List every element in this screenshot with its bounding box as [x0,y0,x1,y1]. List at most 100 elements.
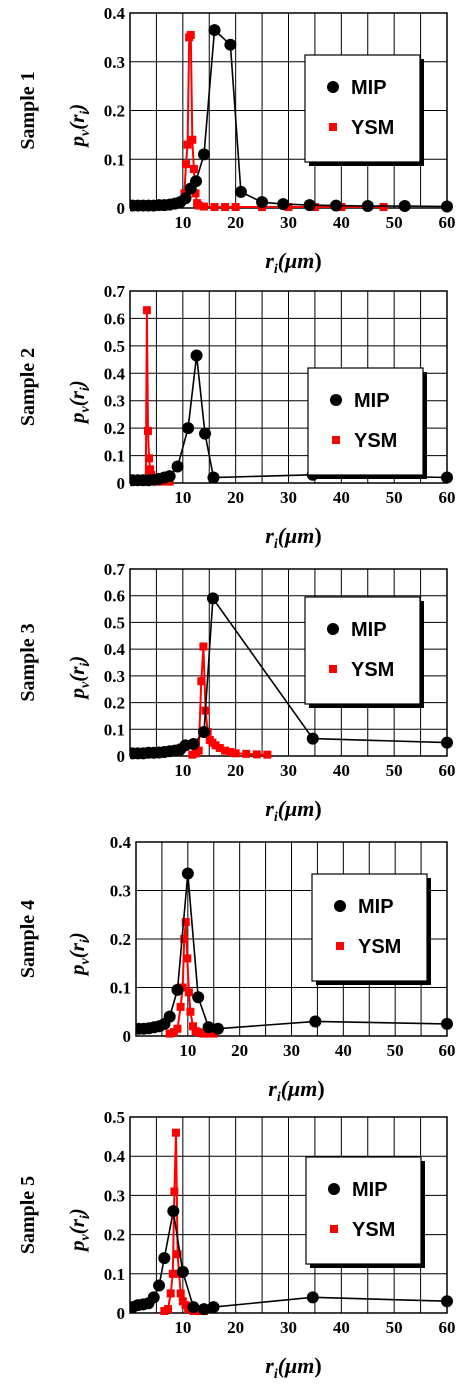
y-tick-label: 0.7 [104,282,126,301]
data-point [171,1128,180,1137]
legend-marker-mip [328,1183,340,1195]
x-tick-label: 50 [387,1041,404,1060]
data-point [231,203,240,212]
x-tick-label: 30 [280,488,297,507]
data-point [176,1265,189,1278]
y-tick-label: 0.6 [104,309,125,328]
x-tick-label: 50 [386,1318,403,1337]
sample-label: Sample 5 [17,1176,39,1254]
data-point [142,306,151,315]
legend: MIP YSM [311,873,431,985]
legend-label-mip: MIP [354,390,390,412]
legend-marker-ysm [336,942,344,950]
x-tick-label: 60 [439,213,456,232]
data-point [171,460,184,473]
legend: MIP YSM [304,54,424,166]
x-tick-label: 50 [386,761,403,780]
data-point [173,1024,182,1033]
data-point [170,1187,179,1196]
legend-label-ysm: YSM [351,117,394,139]
chart-sample-2: 0 0.1 0.2 0.3 0.4 0.5 0.6 0.7 10 20 30 40 50 60 Sample… [17,282,456,552]
data-point [187,737,200,750]
legend: MIP YSM [305,1156,425,1268]
x-axis-label: ri(μm) [265,796,321,825]
x-tick-label: 40 [333,761,350,780]
data-point [194,201,203,210]
data-point [361,200,374,213]
data-point [188,135,197,144]
x-tick-label: 40 [333,488,350,507]
data-point [306,1291,319,1304]
data-point [173,1250,182,1259]
data-point [182,160,191,169]
data-point [242,749,251,758]
data-point [163,470,176,483]
data-point [186,30,195,39]
y-axis-label: pv(ri) [65,1208,93,1253]
data-point [181,918,190,927]
y-tick-label: 0.1 [110,979,131,998]
y-tick-label: 0.3 [104,392,125,411]
data-point [441,471,453,484]
y-tick-label: 0.4 [104,364,126,383]
series-mip [130,1205,453,1316]
x-tick-label: 50 [386,213,403,232]
x-tick-label: 10 [174,488,191,507]
sample-label: Sample 3 [17,623,39,701]
x-axis-label: ri(μm) [265,248,321,276]
legend-marker-ysm [332,436,340,444]
series-mip [136,867,453,1035]
data-point [231,749,240,758]
y-tick-label: 0.4 [104,1147,126,1166]
legend-label-mip: MIP [351,77,387,99]
data-point [441,736,453,749]
y-tick-label: 0.1 [104,150,125,169]
data-point [211,1022,224,1035]
data-point [309,1015,322,1028]
y-tick-label: 0.2 [104,694,125,713]
data-point [192,991,205,1004]
data-point [224,38,237,51]
data-point [215,743,224,752]
series-ysm [165,918,218,1038]
data-point [183,140,192,149]
y-tick-label: 0 [117,199,126,218]
y-axis-label: pv(ri) [65,656,93,701]
data-point [441,1017,453,1030]
plot-frame [129,1116,448,1314]
data-point [145,454,154,463]
legend: MIP YSM [304,596,424,708]
data-point [210,203,219,212]
data-point [180,935,189,943]
plot-frame [129,568,448,757]
data-point [277,198,290,211]
data-point [256,196,269,209]
data-point [167,1205,180,1218]
legend-label-ysm: YSM [358,936,401,958]
legend-label-mip: MIP [358,896,394,918]
data-point [179,192,192,205]
y-tick-label: 0.3 [110,882,131,901]
data-point [330,199,343,212]
legend-marker-mip [334,900,346,912]
data-point [199,427,212,440]
y-tick-label: 0.2 [110,930,131,949]
y-tick-label: 0.2 [104,419,125,438]
legend-marker-ysm [330,1225,338,1233]
data-point [211,741,220,750]
data-point [166,1289,175,1298]
x-tick-label: 30 [280,1318,297,1337]
data-point [146,465,155,474]
data-point [221,203,230,212]
x-tick-label: 20 [227,761,244,780]
y-axis-label: pv(ri) [65,932,93,977]
legend-box [311,873,428,982]
data-point [441,200,453,213]
data-point [202,1021,215,1034]
legend-label-ysm: YSM [354,430,397,452]
data-point [252,750,261,759]
y-tick-label: 0.5 [104,613,125,632]
x-tick-label: 10 [174,213,191,232]
legend-marker-mip [327,623,339,635]
